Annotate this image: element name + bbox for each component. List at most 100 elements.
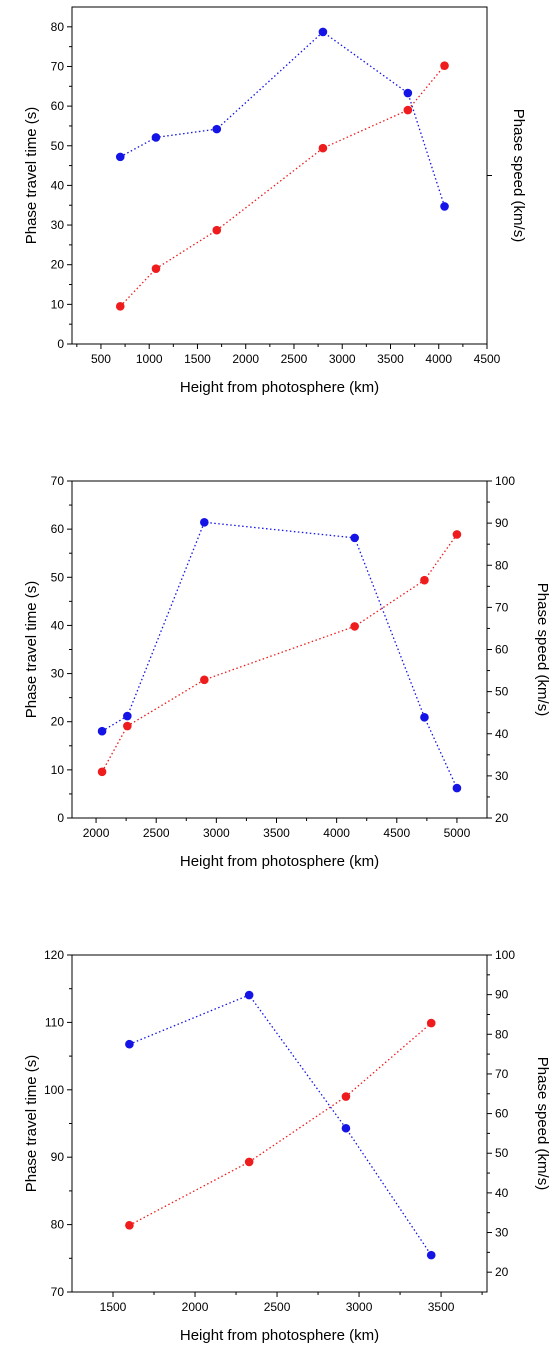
y2-tick-label: 60 bbox=[495, 643, 509, 657]
y2-tick-label: 20 bbox=[495, 1265, 509, 1279]
y-tick-label: 50 bbox=[51, 570, 65, 584]
data-point bbox=[200, 675, 209, 685]
data-point bbox=[452, 783, 462, 793]
data-point bbox=[341, 1123, 351, 1133]
data-point bbox=[244, 1157, 254, 1167]
x-axis-label: Height from photosphere (km) bbox=[180, 853, 379, 870]
x-tick-label: 2000 bbox=[83, 826, 110, 840]
data-point bbox=[151, 133, 161, 142]
y2-axis-label: Phase speed (km/s) bbox=[534, 583, 551, 716]
data-point bbox=[125, 1220, 134, 1230]
chart-panel-2: 2000 2500 3000 3500 4000 4500 5000 0 10 20 30 40 50 6… bbox=[23, 474, 551, 870]
series-line-1 bbox=[101, 534, 458, 773]
y-axis-label: Phase travel time (s) bbox=[23, 581, 40, 719]
x-tick-label: 5000 bbox=[444, 826, 471, 840]
y2-tick-label: 100 bbox=[495, 948, 515, 962]
data-point bbox=[97, 767, 107, 777]
y2-tick-label: 60 bbox=[495, 1107, 509, 1121]
y-tick-label: 80 bbox=[51, 1218, 65, 1232]
series-line-2 bbox=[129, 994, 432, 1256]
y-tick-label: 70 bbox=[51, 59, 65, 73]
y-tick-label: 10 bbox=[51, 297, 65, 311]
x-axis-label: Height from photosphere (km) bbox=[180, 1327, 379, 1344]
data-point bbox=[123, 711, 132, 721]
plot-frame bbox=[71, 480, 488, 819]
x-tick-label: 4000 bbox=[323, 826, 350, 840]
x-tick-label: 1500 bbox=[184, 352, 211, 366]
data-point bbox=[125, 1039, 134, 1049]
y-tick-label: 90 bbox=[51, 1150, 65, 1164]
series-line-2 bbox=[101, 521, 458, 789]
data-point bbox=[426, 1250, 436, 1260]
data-point bbox=[97, 726, 107, 736]
series-line-1 bbox=[119, 65, 446, 307]
series-line-2 bbox=[119, 31, 446, 207]
y-tick-label: 60 bbox=[51, 99, 65, 113]
x-tick-label: 3500 bbox=[377, 352, 404, 366]
plot-frame bbox=[71, 6, 488, 345]
plot-frame bbox=[71, 954, 488, 1293]
y2-tick-label: 80 bbox=[495, 558, 509, 572]
x-tick-label: 3000 bbox=[203, 826, 230, 840]
y-tick-label: 120 bbox=[44, 948, 64, 962]
data-point bbox=[426, 1018, 436, 1028]
y-tick-label: 30 bbox=[51, 667, 65, 681]
data-point bbox=[123, 721, 132, 731]
y-tick-label: 0 bbox=[57, 811, 64, 825]
data-point bbox=[115, 152, 125, 162]
data-point bbox=[212, 225, 222, 235]
y-tick-label: 0 bbox=[57, 337, 64, 351]
y2-tick-label: 80 bbox=[495, 1027, 509, 1041]
data-point bbox=[341, 1092, 351, 1101]
y2-tick-label: 90 bbox=[495, 988, 509, 1002]
data-point bbox=[440, 202, 449, 211]
y-tick-label: 60 bbox=[51, 522, 65, 536]
y-tick-label: 70 bbox=[51, 474, 65, 488]
data-point bbox=[318, 143, 328, 153]
x-tick-label: 3000 bbox=[346, 1300, 373, 1314]
y2-tick-label: 20 bbox=[495, 811, 509, 825]
data-point bbox=[212, 124, 222, 134]
x-tick-label: 500 bbox=[91, 352, 111, 366]
y-tick-label: 20 bbox=[51, 715, 65, 729]
x-tick-label: 1000 bbox=[136, 352, 163, 366]
x-tick-label: 2500 bbox=[143, 826, 170, 840]
y-tick-label: 40 bbox=[51, 618, 65, 632]
data-point bbox=[403, 88, 413, 98]
y2-tick-label: 30 bbox=[495, 1226, 509, 1240]
data-point bbox=[115, 302, 125, 311]
x-axis-label: Height from photosphere (km) bbox=[180, 379, 379, 396]
y2-tick-label: 30 bbox=[495, 769, 509, 783]
data-point bbox=[350, 622, 359, 631]
y-tick-label: 20 bbox=[51, 258, 65, 272]
chart-panel-1: 500 1000 1500 2000 2500 3000 3500 4000 4500 0 10 20… bbox=[23, 6, 527, 396]
y2-tick-label: 40 bbox=[495, 727, 509, 741]
y2-tick-label: 40 bbox=[495, 1186, 509, 1200]
x-tick-label: 3500 bbox=[263, 826, 290, 840]
x-tick-label: 4500 bbox=[383, 826, 410, 840]
data-point bbox=[420, 575, 429, 585]
x-tick-label: 2500 bbox=[281, 352, 308, 366]
y-axis-label: Phase travel time (s) bbox=[23, 107, 40, 245]
y-tick-label: 100 bbox=[44, 1083, 64, 1097]
x-tick-label: 2000 bbox=[232, 352, 259, 366]
x-tick-label: 2000 bbox=[182, 1300, 209, 1314]
chart-panel-3: 1500 2000 2500 3000 3500 70 80 90 100 110 120 20 30 4… bbox=[23, 948, 551, 1344]
y2-tick-label: 50 bbox=[495, 685, 509, 699]
data-point bbox=[318, 27, 328, 37]
x-tick-label: 3000 bbox=[329, 352, 356, 366]
data-point bbox=[452, 530, 462, 539]
y-tick-label: 40 bbox=[51, 178, 65, 192]
y2-tick-label: 70 bbox=[495, 600, 509, 614]
x-tick-label: 2500 bbox=[264, 1300, 291, 1314]
data-point bbox=[420, 713, 429, 722]
x-tick-label: 4500 bbox=[474, 352, 501, 366]
data-point bbox=[350, 533, 359, 543]
y-tick-label: 80 bbox=[51, 20, 65, 34]
series-line-1 bbox=[129, 1022, 432, 1226]
data-point bbox=[244, 990, 254, 1000]
y-tick-label: 110 bbox=[45, 1015, 64, 1029]
y2-axis-label: Phase speed (km/s) bbox=[534, 1057, 551, 1190]
y2-tick-label: 70 bbox=[495, 1067, 509, 1081]
